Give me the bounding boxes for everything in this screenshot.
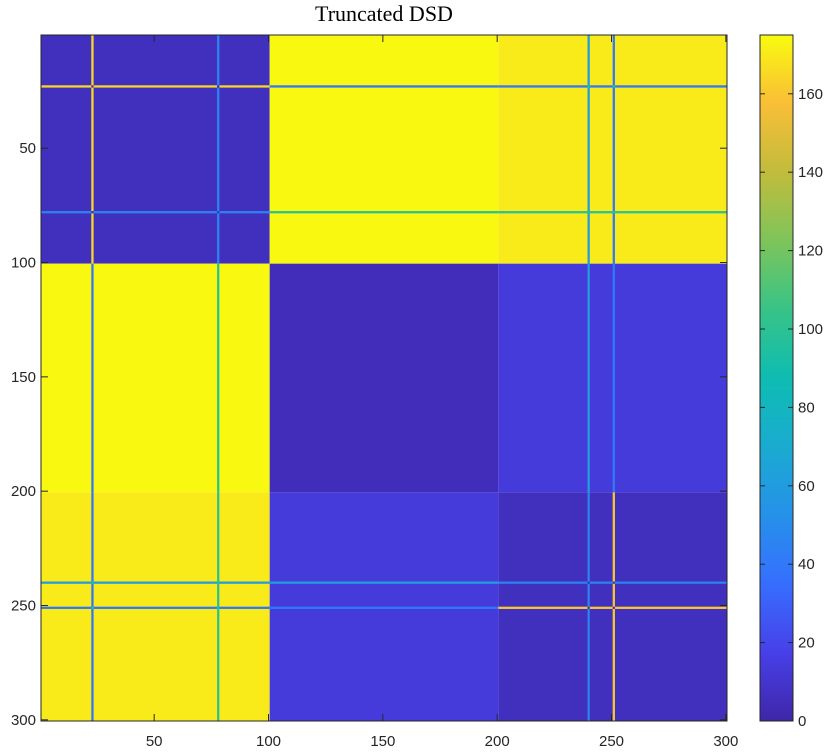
- colorbar-tick-label-20: 20: [798, 635, 815, 652]
- x-tick-label-100: 100: [256, 733, 281, 750]
- y-axis: 50 100 150 200 250 300: [11, 140, 727, 729]
- heatmap-cell-251-23: [91, 606, 94, 609]
- heatmap-column-band-251-3: [612, 35, 615, 264]
- heatmap-row-band-23-2: [269, 85, 499, 88]
- y-tick-label-50: 50: [19, 140, 36, 157]
- heatmap-block-2: [269, 35, 499, 264]
- heatmap-block-5: [269, 263, 499, 493]
- heatmap-row-band-23-1: [41, 85, 270, 88]
- chart-title: Truncated DSD: [315, 1, 453, 26]
- colorbar-tick-label-40: 40: [798, 556, 815, 573]
- heatmap-row-band-251-7: [41, 606, 270, 609]
- heatmap-column-band-23-1: [91, 35, 94, 264]
- colorbar-gradient: [759, 34, 794, 722]
- heatmap-row-band-78-1: [41, 211, 270, 214]
- colorbar-tick-label-0: 0: [798, 713, 806, 730]
- heatmap-column-band-78-4: [217, 263, 220, 493]
- heatmap-cell-23-251: [612, 85, 615, 88]
- heatmap-block-4: [41, 263, 270, 493]
- heatmap-cell-78-78: [217, 211, 220, 214]
- heatmap-cell-240-240: [587, 581, 590, 584]
- heatmap-column-band-240-3: [587, 35, 590, 264]
- colorbar-tick-label-80: 80: [798, 399, 815, 416]
- y-tick-label-150: 150: [11, 369, 36, 386]
- plot-frame: [40, 34, 728, 722]
- heatmap-column-band-251-6: [612, 263, 615, 493]
- heatmap-column-band-240-6: [587, 263, 590, 493]
- heatmap-cell-240-23: [91, 581, 94, 584]
- colorbar-tick-label-60: 60: [798, 478, 815, 495]
- heatmap-plot-area: [40, 34, 728, 722]
- heatmap-cell-251-240: [587, 606, 590, 609]
- x-axis: 50 100 150 200 250 300: [146, 35, 738, 750]
- heatmap-block-1: [41, 35, 270, 264]
- heatmap-column-band-23-4: [91, 263, 94, 493]
- y-tick-label-250: 250: [11, 598, 36, 615]
- colorbar-tick-label-100: 100: [798, 321, 823, 338]
- colorbar-tick-label-160: 160: [798, 86, 823, 103]
- colorbar-tick-label-120: 120: [798, 243, 823, 260]
- heatmap-cell-78-23: [91, 211, 94, 214]
- x-tick-label-300: 300: [713, 733, 738, 750]
- colorbar: 0 20 40 60 80 100 120 140 160: [759, 34, 823, 730]
- y-tick-label-300: 300: [11, 712, 36, 729]
- heatmap-cell-251-78: [217, 606, 220, 609]
- heatmap-cell-240-78: [217, 581, 220, 584]
- heatmap-cell-23-78: [217, 85, 220, 88]
- heatmap-cell-78-240: [587, 211, 590, 214]
- y-tick-label-100: 100: [11, 255, 36, 272]
- heatmap-row-band-240-7: [41, 581, 270, 584]
- x-tick-label-50: 50: [146, 733, 163, 750]
- heatmap-cell-23-23: [91, 85, 94, 88]
- y-tick-label-200: 200: [11, 483, 36, 500]
- heatmap-column-band-78-1: [217, 35, 220, 264]
- heatmap-cell-23-240: [587, 85, 590, 88]
- heatmap-row-band-251-8: [269, 606, 499, 609]
- x-tick-label-250: 250: [599, 733, 624, 750]
- heatmap-row-band-240-8: [269, 581, 499, 584]
- x-tick-label-200: 200: [485, 733, 510, 750]
- heatmap-row-band-78-2: [269, 211, 499, 214]
- heatmap-cell-240-251: [612, 581, 615, 584]
- heatmap-cell-78-251: [612, 211, 615, 214]
- heatmap-cell-251-251: [612, 606, 615, 609]
- x-tick-label-150: 150: [370, 733, 395, 750]
- colorbar-tick-label-140: 140: [798, 164, 823, 181]
